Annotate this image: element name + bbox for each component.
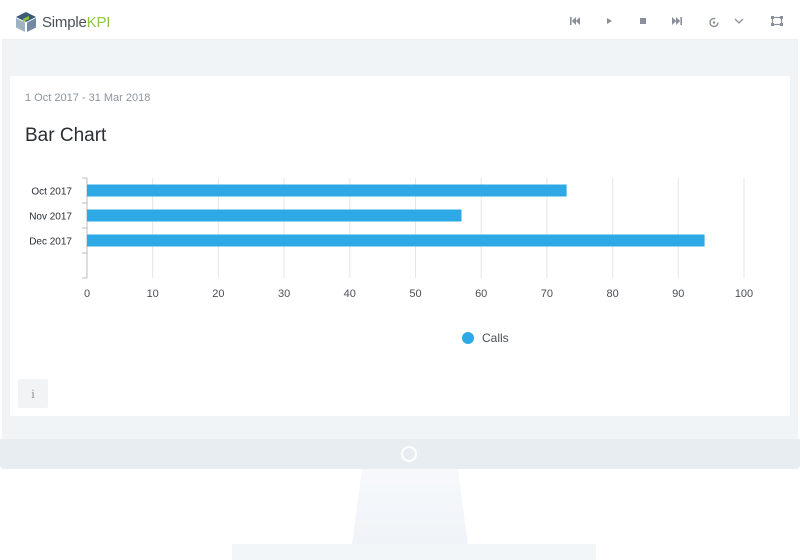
monitor-base [232, 544, 596, 560]
y-tick-label: Dec 2017 [29, 237, 72, 248]
chevron-down-icon[interactable] [732, 14, 746, 28]
x-tick-label: 50 [409, 288, 421, 300]
play-icon[interactable] [602, 14, 616, 28]
top-bar: SimpleKPI [2, 2, 798, 40]
power-button-icon [401, 446, 417, 462]
logo-icon [16, 12, 36, 32]
x-tick-label: 100 [735, 288, 753, 300]
refresh-icon[interactable] [707, 15, 721, 29]
chart-title: Bar Chart [25, 125, 107, 146]
fullscreen-icon[interactable] [770, 14, 784, 28]
chart-legend[interactable]: Calls [462, 331, 509, 345]
logo: SimpleKPI [15, 9, 110, 35]
x-tick-label: 10 [147, 288, 159, 300]
x-tick-label: 80 [606, 288, 618, 300]
x-tick-label: 60 [475, 288, 487, 300]
logo-text: SimpleKPI [42, 13, 111, 31]
bar [87, 209, 462, 222]
y-tick-label: Oct 2017 [31, 187, 72, 198]
x-tick-label: 90 [672, 288, 684, 300]
info-button[interactable]: i [18, 379, 48, 408]
x-tick-label: 30 [278, 288, 290, 300]
x-tick-label: 0 [84, 288, 90, 300]
x-tick-label: 40 [344, 288, 356, 300]
y-tick-label: Nov 2017 [29, 212, 72, 223]
x-tick-label: 20 [212, 288, 224, 300]
monitor-bezel [0, 439, 800, 469]
stop-icon[interactable] [636, 14, 650, 28]
legend-marker [462, 332, 474, 344]
skip-back-icon[interactable] [568, 14, 582, 28]
bar-chart: 0 10 20 30 40 50 60 70 80 90 100 Oct 2017 Nov 2017 De… [29, 177, 753, 300]
bar [87, 184, 567, 197]
x-tick-label: 70 [541, 288, 553, 300]
date-range: 1 Oct 2017 - 31 Mar 2018 [25, 92, 151, 104]
legend-label: Calls [482, 331, 509, 345]
bar [87, 234, 705, 247]
skip-forward-icon[interactable] [670, 14, 684, 28]
